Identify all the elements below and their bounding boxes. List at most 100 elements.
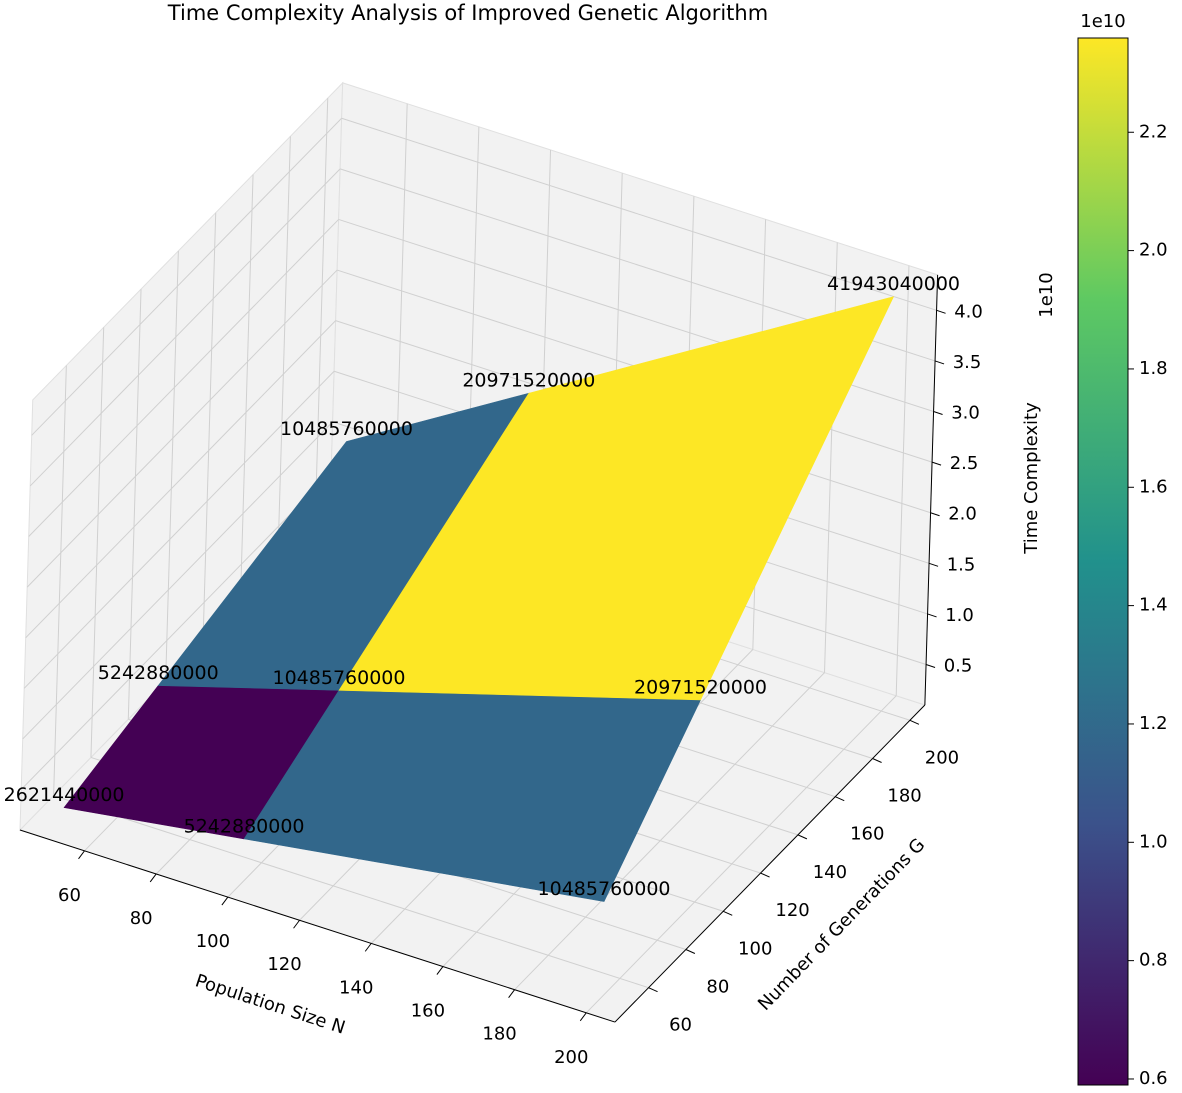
x-tick: [436, 966, 444, 975]
y-tick: [909, 719, 920, 725]
z-axis-label: Time Complexity: [1021, 402, 1042, 555]
z-tick: [930, 512, 940, 517]
z-axis-line: [924, 274, 939, 706]
y-tick-label: 60: [669, 1015, 692, 1036]
grid-line: [895, 265, 910, 696]
grid-line: [53, 795, 649, 989]
grid-line: [341, 117, 937, 311]
y-tick: [723, 910, 733, 916]
x-tick: [293, 919, 300, 929]
labels: 6080100120140160180200608010012014016018…: [4, 273, 983, 1068]
x-tick-label: 100: [196, 931, 230, 952]
colorbar-tick-label: 1.4: [1139, 595, 1168, 616]
grid-line: [239, 174, 254, 605]
grid-line: [585, 695, 897, 1014]
x-tick: [149, 873, 157, 883]
grid-line: [23, 370, 335, 689]
grid-line: [28, 219, 339, 537]
colorbar-tick-label: 0.6: [1139, 1068, 1168, 1089]
grid-line: [90, 327, 105, 758]
z-tick: [925, 664, 936, 668]
x-tick-label: 200: [554, 1047, 588, 1068]
grid-line: [514, 672, 825, 991]
y-tick-label: 180: [887, 785, 921, 806]
y-tick-label: 160: [850, 824, 884, 845]
data-label: 20971520000: [634, 676, 767, 698]
colorbar-tick-label: 1.6: [1139, 476, 1168, 497]
x-tick: [508, 989, 515, 998]
colorbar-tick-label: 2.0: [1139, 240, 1168, 261]
x-axis-line: [19, 829, 616, 1023]
grid-line: [127, 289, 142, 720]
x-tick-label: 180: [482, 1024, 516, 1045]
colorbar-tick-label: 1.2: [1139, 713, 1168, 734]
x-tick-label: 140: [339, 977, 373, 998]
colorbar-offset-label: 1e10: [1080, 11, 1125, 32]
z-tick: [928, 562, 939, 567]
z-tick-label: 1.0: [945, 605, 974, 626]
y-tick-label: 140: [813, 862, 847, 883]
grid-line: [202, 212, 217, 643]
x-tick-label: 60: [58, 885, 81, 906]
z-tick-label: 0.5: [944, 656, 973, 677]
y-axis-line: [614, 704, 926, 1023]
z-tick: [931, 461, 942, 466]
y-tick: [872, 758, 882, 763]
grid-line: [31, 117, 342, 436]
data-label: 10485760000: [538, 878, 671, 900]
colorbar-tick-label: 2.2: [1139, 121, 1168, 142]
z-tick: [927, 613, 937, 618]
z-tick: [936, 309, 946, 314]
y-tick: [648, 987, 658, 993]
y-tick: [835, 796, 845, 802]
z-tick: [934, 360, 945, 365]
data-label: 5242880000: [98, 662, 219, 684]
data-label: 41943040000: [827, 273, 960, 295]
data-label: 2621440000: [4, 784, 125, 806]
grid-line: [20, 472, 332, 790]
grid-line: [277, 136, 291, 567]
grid-line: [25, 320, 336, 639]
z-tick-label: 3.0: [951, 403, 980, 424]
chart-title: Time Complexity Analysis of Improved Gen…: [167, 1, 768, 25]
y-tick-label: 100: [738, 938, 772, 959]
x-tick-label: 120: [267, 954, 301, 975]
z-tick-label: 3.5: [953, 352, 982, 373]
colorbar-tick-label: 0.8: [1139, 950, 1168, 971]
z-tick-label: 2.0: [948, 504, 977, 525]
y-tick: [760, 872, 770, 878]
grid-line: [314, 98, 329, 529]
y-tick-label: 80: [706, 976, 729, 997]
grid-line: [165, 250, 179, 682]
y-tick-label: 200: [925, 747, 959, 768]
x-tick: [221, 896, 229, 906]
x-tick: [579, 1012, 587, 1022]
y-tick: [797, 834, 808, 840]
data-label: 10485760000: [280, 418, 413, 440]
x-tick: [78, 850, 85, 860]
surface: [63, 296, 895, 902]
colorbar-tick-label: 1.0: [1139, 831, 1168, 852]
z-tick-label: 1.5: [947, 554, 976, 575]
z-offset-label: 1e10: [1036, 272, 1057, 317]
z-tick: [933, 411, 943, 415]
x-tick-label: 160: [411, 1001, 445, 1022]
x-tick: [364, 943, 372, 952]
x-tick-label: 80: [130, 908, 153, 929]
grid-line: [26, 269, 338, 588]
data-label: 10485760000: [273, 667, 406, 689]
data-label: 5242880000: [184, 815, 305, 837]
colorbar: [1077, 37, 1129, 1086]
z-tick-label: 2.5: [950, 453, 979, 474]
grid-line: [53, 365, 67, 796]
surface-face: [338, 296, 895, 701]
grid-line: [22, 421, 333, 740]
z-tick-label: 4.0: [954, 301, 983, 322]
colorbar-tick-label: 1.8: [1139, 358, 1168, 379]
data-label: 20971520000: [462, 370, 595, 392]
grid-line: [29, 168, 341, 487]
y-tick-label: 120: [775, 900, 809, 921]
y-tick: [685, 949, 696, 954]
x-axis-label: Population Size N: [193, 970, 348, 1038]
